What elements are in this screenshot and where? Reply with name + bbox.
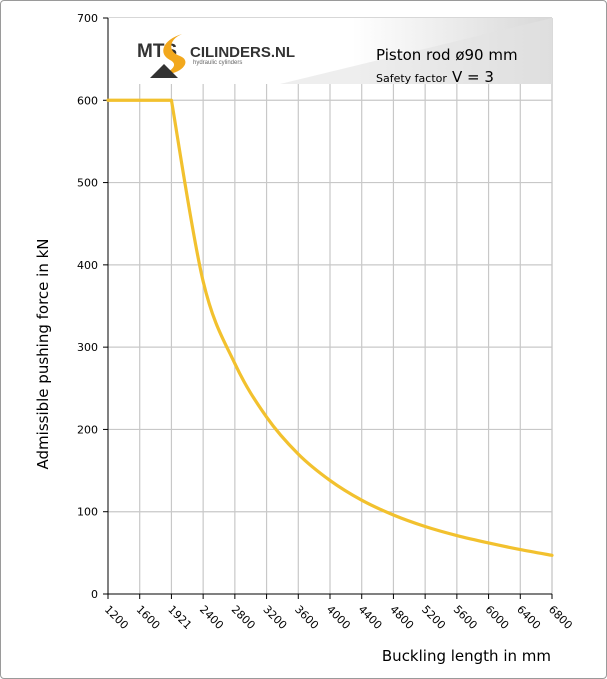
x-tick-label: 2800 bbox=[229, 603, 258, 632]
chart-title: Piston rod ø90 mm bbox=[376, 46, 518, 64]
y-tick-label: 200 bbox=[77, 423, 98, 436]
data-point bbox=[360, 498, 363, 502]
logo-brand-right: CILINDERS.NL bbox=[190, 44, 295, 61]
y-tick-label: 0 bbox=[91, 588, 98, 601]
x-tick-label: 3600 bbox=[292, 603, 321, 632]
data-point bbox=[233, 362, 237, 365]
data-point bbox=[328, 479, 332, 482]
x-tick-label: 4000 bbox=[324, 603, 353, 632]
data-point bbox=[201, 280, 205, 283]
y-tick-label: 600 bbox=[77, 94, 98, 107]
logo-swoosh-icon bbox=[160, 34, 186, 76]
x-tick-label: 1600 bbox=[134, 603, 163, 632]
data-point bbox=[455, 534, 459, 537]
y-tick-label: 300 bbox=[77, 341, 98, 354]
banner bbox=[108, 18, 552, 84]
data-point bbox=[106, 99, 110, 102]
y-tick-labels: 0 100 200 300 400 500 600 700 bbox=[77, 12, 98, 601]
x-tick-label: 3200 bbox=[260, 603, 289, 632]
data-point bbox=[265, 415, 268, 419]
y-tick-label: 100 bbox=[77, 506, 98, 519]
data-point bbox=[487, 541, 490, 545]
x-tick-label: 6800 bbox=[546, 603, 575, 632]
x-tick-label: 2400 bbox=[197, 603, 226, 632]
x-tick-label: 5200 bbox=[419, 603, 448, 632]
data-point bbox=[519, 548, 522, 551]
data-point bbox=[170, 99, 173, 102]
y-axis-label: Admissible pushing force in kN bbox=[34, 239, 52, 470]
y-tick-label: 400 bbox=[77, 259, 98, 272]
x-tick-label: 1921 bbox=[165, 603, 194, 632]
data-point bbox=[297, 452, 300, 456]
y-tick-label: 500 bbox=[77, 177, 98, 190]
y-tick-label: 700 bbox=[77, 12, 98, 25]
data-point bbox=[423, 525, 427, 528]
data-point bbox=[392, 513, 395, 517]
logo-tagline: hydraulic cylinders bbox=[193, 60, 242, 66]
safety-factor-label: Safety factor bbox=[376, 72, 447, 85]
data-point bbox=[138, 99, 141, 102]
safety-factor-value: V = 3 bbox=[452, 68, 494, 86]
x-axis-label: Buckling length in mm bbox=[382, 647, 551, 665]
x-tick-label: 4400 bbox=[356, 603, 385, 632]
x-tick-labels: 1200 1600 1921 2400 2800 3200 3600 4000 4400 4800… bbox=[102, 603, 575, 632]
grid-layer bbox=[108, 17, 553, 594]
x-tick-label: 4800 bbox=[387, 603, 416, 632]
series-line bbox=[106, 98, 554, 557]
data-point bbox=[550, 554, 554, 557]
axes-layer bbox=[103, 17, 553, 599]
x-tick-label: 5600 bbox=[451, 603, 480, 632]
x-tick-label: 6400 bbox=[514, 603, 543, 632]
series-layer bbox=[106, 98, 554, 557]
logo-chevron-icon bbox=[150, 64, 178, 78]
x-tick-label: 6000 bbox=[482, 603, 511, 632]
x-tick-label: 1200 bbox=[102, 603, 131, 632]
logo: MTS CILINDERS.NL hydraulic cylinders bbox=[137, 34, 295, 78]
